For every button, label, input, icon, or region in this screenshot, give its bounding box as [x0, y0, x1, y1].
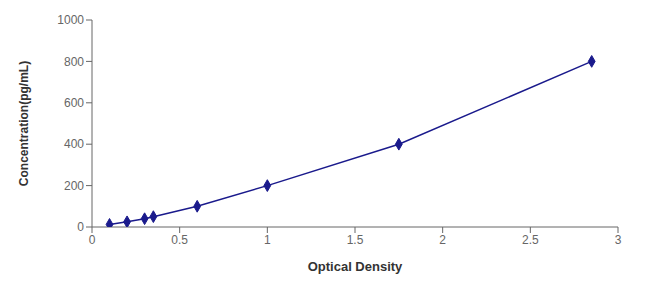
- svg-text:Concentration(pg/mL): Concentration(pg/mL): [17, 61, 31, 186]
- svg-text:200: 200: [64, 179, 84, 193]
- svg-text:0.5: 0.5: [171, 233, 188, 247]
- svg-text:2: 2: [439, 233, 446, 247]
- svg-text:3: 3: [615, 233, 622, 247]
- svg-text:800: 800: [64, 55, 84, 69]
- svg-text:0: 0: [89, 233, 96, 247]
- svg-text:1: 1: [264, 233, 271, 247]
- svg-text:400: 400: [64, 137, 84, 151]
- svg-text:0: 0: [77, 220, 84, 234]
- svg-text:1000: 1000: [57, 13, 84, 27]
- svg-text:2.5: 2.5: [522, 233, 539, 247]
- svg-text:600: 600: [64, 96, 84, 110]
- svg-text:1.5: 1.5: [347, 233, 364, 247]
- svg-text:Optical Density: Optical Density: [308, 259, 403, 274]
